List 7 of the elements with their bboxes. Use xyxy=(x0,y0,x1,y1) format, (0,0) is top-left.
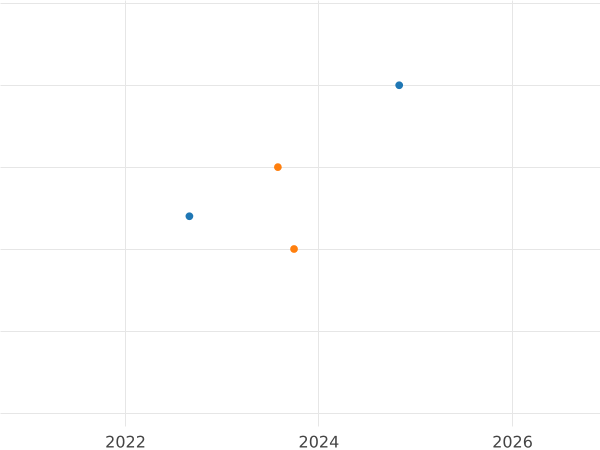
x-tick-label: 2024 xyxy=(298,432,340,450)
point xyxy=(274,163,282,171)
point xyxy=(290,245,298,253)
x-tick-label: 2026 xyxy=(492,432,533,450)
point xyxy=(186,212,194,220)
point xyxy=(395,81,404,90)
x-tick-label: 2022 xyxy=(105,432,146,450)
